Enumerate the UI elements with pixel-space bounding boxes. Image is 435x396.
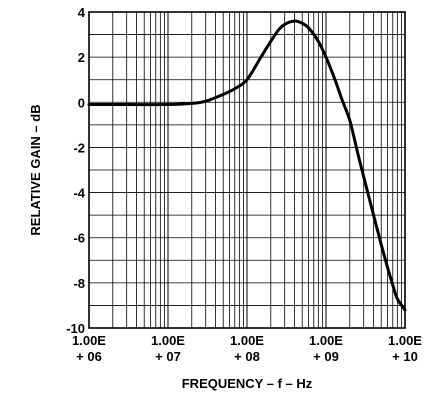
x-tick-label: 1.00E: [72, 333, 106, 348]
y-tick-label: 0: [78, 95, 85, 110]
y-tick-label: -2: [73, 140, 85, 155]
plot-frame: [88, 11, 406, 329]
x-tick-label: 1.00E: [151, 333, 185, 348]
x-tick-label-exponent: + 07: [155, 349, 181, 364]
y-tick-label: -4: [73, 186, 85, 201]
x-tick-label: 1.00E: [388, 333, 422, 348]
x-tick-label-exponent: + 10: [392, 349, 418, 364]
y-tick-labels: 4 2 0 -2 -4 -6 -8 -10: [66, 5, 86, 336]
y-tick-label: -6: [73, 231, 85, 246]
y-tick-label: -8: [73, 276, 85, 291]
y-tick-label: -10: [66, 321, 85, 336]
x-tick-labels: 1.00E+ 061.00E+ 071.00E+ 081.00E+ 091.00…: [72, 333, 422, 364]
x-tick-label-exponent: + 06: [76, 349, 102, 364]
grid: [89, 12, 405, 328]
gain-curve: [87, 19, 407, 312]
y-tick-label: 2: [78, 50, 85, 65]
x-axis-label: FREQUENCY – f – Hz: [182, 376, 313, 391]
x-tick-label: 1.00E: [309, 333, 343, 348]
y-axis-label: RELATIVE GAIN – dB: [28, 104, 43, 235]
x-tick-label-exponent: + 09: [313, 349, 339, 364]
x-tick-label-exponent: + 08: [234, 349, 260, 364]
y-tick-label: 4: [78, 5, 86, 20]
x-tick-label: 1.00E: [230, 333, 264, 348]
